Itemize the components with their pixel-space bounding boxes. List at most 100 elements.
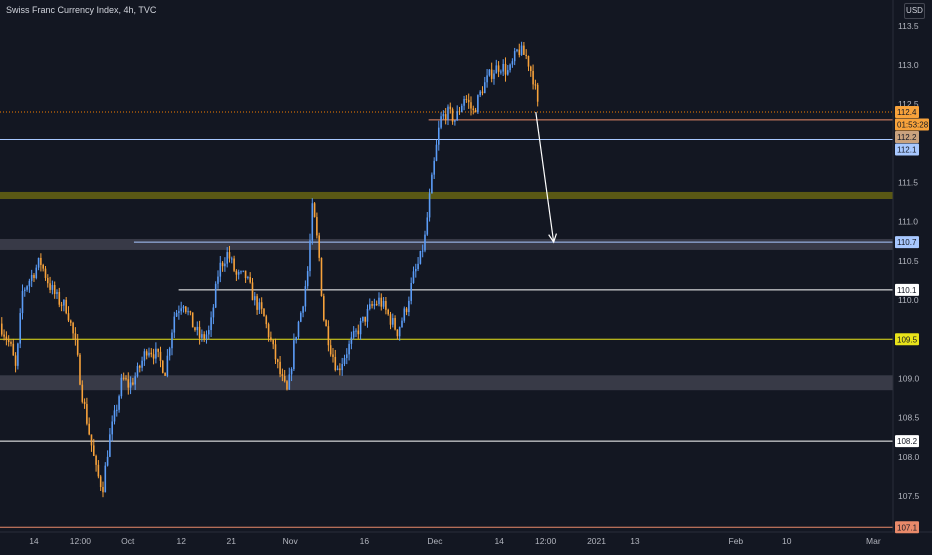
candle-body: [152, 354, 155, 359]
candle-body: [435, 144, 438, 161]
y-tick-label: 113.5: [898, 21, 919, 31]
time-axis[interactable]: 14 12:00 Oct 12 21 Nov 16 Dec 14 12:00 2021 13 Feb 10…: [29, 536, 881, 546]
candle-body: [286, 381, 288, 390]
candle-body: [389, 314, 392, 325]
candle-body: [325, 320, 327, 327]
candle-body: [279, 361, 281, 375]
candle-body: [37, 257, 40, 268]
x-tick-label: 16: [360, 536, 370, 546]
resistance-zone: [0, 191, 893, 200]
candle-body: [534, 84, 537, 86]
candle-body: [274, 344, 277, 360]
candle-body: [5, 336, 8, 341]
candle-body: [129, 382, 132, 388]
candle-body: [10, 342, 12, 344]
candle-body: [12, 343, 15, 356]
candle-body: [500, 71, 502, 73]
candle-body: [221, 262, 224, 267]
currency-button[interactable]: USD: [904, 3, 925, 19]
x-tick-label: Feb: [729, 536, 744, 546]
candle-body: [145, 351, 148, 356]
candle-body: [460, 105, 463, 112]
candle-body: [201, 334, 203, 338]
candle-body: [497, 65, 500, 72]
candle-body: [212, 307, 215, 318]
candle-body: [391, 318, 394, 325]
candle-body: [67, 313, 70, 321]
candle-body: [380, 297, 383, 307]
x-tick-label: 21: [227, 536, 237, 546]
candle-body: [155, 348, 157, 359]
candle-body: [316, 217, 318, 236]
candle-body: [529, 66, 532, 71]
candle-body: [72, 322, 74, 334]
candle-body: [477, 95, 479, 113]
candle-body: [513, 51, 516, 62]
candle-body: [334, 356, 337, 371]
candle-body: [281, 374, 284, 377]
candle-body: [219, 262, 222, 277]
candle-body: [120, 377, 123, 397]
candle-body: [109, 434, 111, 457]
candle-body: [88, 423, 90, 435]
candle-body: [502, 63, 504, 72]
candle-body: [63, 299, 65, 306]
candle-body: [164, 372, 166, 376]
candle-body: [3, 334, 5, 337]
candle-body: [339, 368, 341, 371]
x-tick-label: 13: [630, 536, 640, 546]
candle-body: [490, 69, 493, 79]
candle-body: [166, 355, 169, 376]
candle-body: [293, 340, 295, 370]
candle-body: [387, 309, 389, 315]
candle-body: [504, 63, 507, 75]
candle-body: [486, 75, 488, 83]
candle-body: [7, 340, 10, 343]
candle-body: [224, 263, 226, 267]
candle-body: [405, 308, 408, 313]
candle-body: [447, 106, 449, 120]
price-label-box: [895, 333, 919, 346]
candle-body: [182, 306, 185, 309]
candle-body: [233, 258, 235, 271]
candle-body: [42, 264, 44, 269]
candle-body: [431, 174, 433, 194]
candle-body: [518, 49, 521, 55]
x-tick-label: Oct: [121, 536, 135, 546]
zones-layer: [0, 191, 893, 391]
candle-body: [138, 365, 141, 368]
candle-body: [527, 56, 530, 67]
candle-body: [474, 109, 477, 113]
candle-body: [352, 330, 355, 338]
candle-body: [424, 234, 426, 251]
arrow-layer: [535, 111, 558, 244]
x-tick-label: 12: [177, 536, 187, 546]
candle-body: [99, 476, 102, 487]
candle-body: [394, 318, 396, 330]
candle-body: [122, 377, 125, 379]
price-axis[interactable]: 113.5 113.0 112.5 111.5 111.0 110.5 110.0 109.0…: [898, 21, 920, 501]
candle-body: [230, 258, 233, 260]
candle-body: [493, 73, 495, 79]
candle-body: [479, 91, 481, 96]
candle-body: [451, 109, 454, 122]
candle-body: [318, 235, 320, 258]
candle-body: [35, 267, 38, 279]
candle-body: [272, 340, 274, 345]
candle-body: [290, 369, 293, 375]
candle-body: [180, 308, 182, 312]
x-tick-label: Dec: [427, 536, 443, 546]
candle-body: [456, 111, 458, 121]
candle-body: [235, 270, 238, 275]
candle-body: [536, 84, 539, 102]
x-tick-label: 12:00: [535, 536, 557, 546]
x-tick-label: 14: [29, 536, 39, 546]
y-tick-label: 109.0: [898, 373, 920, 383]
candle-body: [127, 379, 130, 388]
candle-body: [355, 330, 357, 332]
candle-body: [419, 250, 422, 264]
price-label-text: 110.7: [897, 238, 917, 247]
price-label-box: [895, 435, 919, 448]
candle-body: [56, 292, 58, 294]
